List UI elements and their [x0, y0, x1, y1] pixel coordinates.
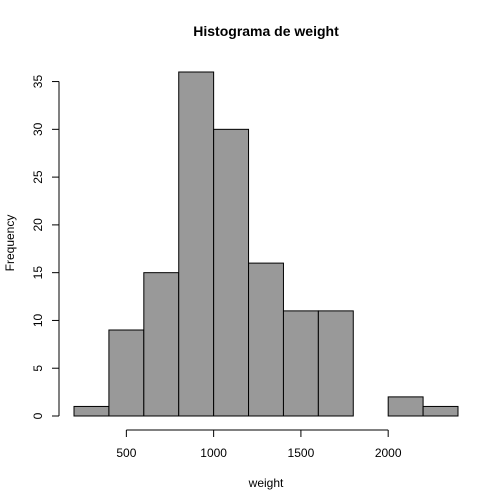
y-axis-label: Frequency — [3, 215, 17, 272]
histogram-bar-6 — [282, 310, 319, 417]
x-tick-label-500: 500 — [116, 446, 136, 460]
y-tick-label-15: 15 — [31, 266, 45, 280]
histogram-bar-2 — [143, 272, 180, 417]
y-tick-label-0: 0 — [31, 412, 45, 419]
y-tick-label-10: 10 — [31, 313, 45, 327]
y-tick-label-30: 30 — [31, 122, 45, 136]
histogram-bar-5 — [248, 262, 284, 417]
histogram-bar-3 — [178, 71, 215, 417]
x-tick-label-2000: 2000 — [375, 446, 402, 460]
x-axis-label: weight — [248, 476, 284, 490]
x-tick-label-1000: 1000 — [200, 446, 227, 460]
histogram-bar-4 — [213, 128, 250, 417]
histogram-bar-10 — [422, 405, 459, 417]
y-tick-label-5: 5 — [31, 365, 45, 372]
y-axis: 0 5 10 15 20 25 30 35 — [31, 75, 60, 419]
y-tick-label-35: 35 — [31, 75, 45, 89]
y-tick-label-20: 20 — [31, 218, 45, 232]
x-tick-label-1500: 1500 — [288, 446, 315, 460]
histogram-bar-9 — [387, 396, 424, 417]
y-tick-label-25: 25 — [31, 170, 45, 184]
histogram-bar-1 — [108, 329, 145, 417]
x-axis: 500 1000 1500 2000 — [116, 429, 402, 460]
bars-group — [73, 71, 459, 417]
chart-title: Histograma de weight — [193, 23, 339, 39]
histogram-bar-7 — [317, 310, 354, 417]
histogram-bar-0 — [73, 405, 110, 417]
